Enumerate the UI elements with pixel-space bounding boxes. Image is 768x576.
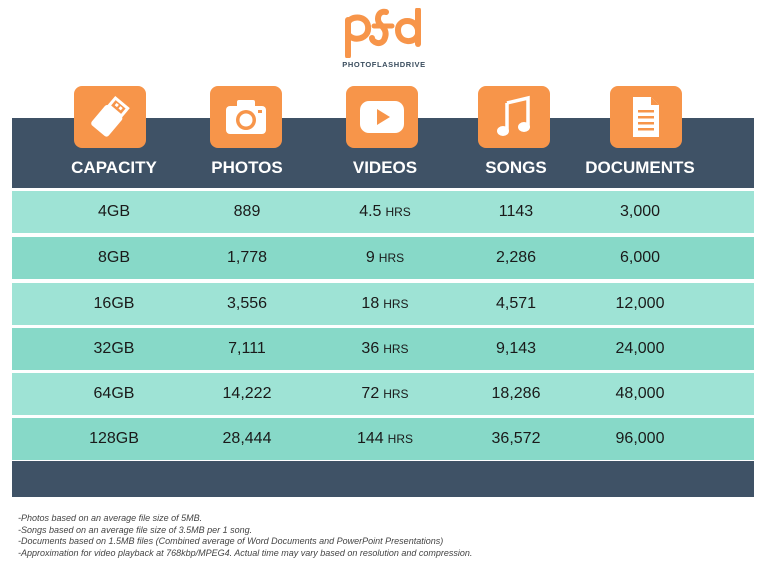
cell-documents: 24,000 [615,340,665,357]
camera-icon [226,100,266,134]
cell-songs: 1143 [498,203,534,220]
photos-icon-box [210,86,282,148]
cell-capacity: 8GB [97,249,130,266]
video-hours: 36 [361,340,380,357]
cell-capacity: 128GB [89,430,139,447]
cell-photos: 28,444 [222,430,272,447]
cell-videos: 18 HRS [315,283,455,325]
video-hours: 9 [365,249,375,266]
table-row: 4GB 889 4.5 HRS 1143 3,000 [12,191,754,233]
table-row: 64GB 14,222 72 HRS 18,286 48,000 [12,373,754,415]
videos-icon-box [346,86,418,148]
cell-songs: 36,572 [491,430,541,447]
cell-songs: 4,571 [495,295,537,312]
table-row: 16GB 3,556 18 HRS 4,571 12,000 [12,283,754,325]
video-hours: 144 [356,430,384,447]
footnotes: -Photos based on an average file size of… [18,513,758,559]
music-note-icon [497,95,530,136]
documents-icon-box [610,86,682,148]
cell-photos: 889 [233,203,261,220]
usb-drive-icon [91,95,130,137]
cell-documents: 6,000 [619,249,661,266]
cell-photos: 1,778 [226,249,268,266]
hrs-unit: HRS [387,432,414,446]
column-header-documents: DOCUMENTS [585,158,695,177]
play-icon [360,101,404,133]
hrs-unit: HRS [383,342,409,356]
column-header-capacity: CAPACITY [71,158,157,177]
cell-songs: 2,286 [495,249,537,266]
psd-logo-mark [345,8,421,58]
cell-capacity: 4GB [97,203,130,220]
video-hours: 72 [361,385,380,402]
document-icon [633,97,659,137]
cell-photos: 14,222 [222,385,272,402]
cell-capacity: 64GB [93,385,135,402]
cell-songs: 9,143 [495,340,537,357]
hrs-unit: HRS [383,387,409,401]
column-header-videos: VIDEOS [352,158,418,177]
cell-documents: 3,000 [619,203,661,220]
cell-photos: 3,556 [226,295,268,312]
footnote-video: -Approximation for video playback at 768… [18,547,473,558]
brand-logo: PHOTOFLASHDRIVE [334,8,434,74]
video-hours: 4.5 [359,203,382,220]
cell-videos: 72 HRS [315,373,455,415]
table-footer-band [12,461,754,497]
table-row: 128GB 28,444 144 HRS 36,572 96,000 [12,418,754,460]
video-hours: 18 [361,295,380,312]
cell-documents: 48,000 [615,385,665,402]
column-header-photos: PHOTOS [211,158,283,177]
cell-capacity: 32GB [93,340,135,357]
songs-icon-box [478,86,550,148]
logo-wordmark: PHOTOFLASHDRIVE [342,60,426,69]
footnote-photos: -Photos based on an average file size of… [18,513,203,523]
cell-songs: 18,286 [491,385,541,402]
cell-photos: 7,111 [228,340,266,357]
footnote-documents: -Documents based on 1.5MB files (Combine… [18,536,444,546]
hrs-unit: HRS [385,205,411,219]
cell-videos: 144 HRS [315,418,455,460]
cell-videos: 4.5 HRS [315,191,455,233]
table-row: 8GB 1,778 9 HRS 2,286 6,000 [12,237,754,279]
hrs-unit: HRS [383,297,409,311]
column-header-songs: SONGS [485,158,547,177]
cell-videos: 36 HRS [315,328,455,370]
cell-documents: 12,000 [615,295,665,312]
footnote-songs: -Songs based on an average file size of … [18,524,253,535]
capacity-icon-box [74,86,146,148]
hrs-unit: HRS [378,251,405,265]
cell-capacity: 16GB [93,295,135,312]
table-row: 32GB 7,111 36 HRS 9,143 24,000 [12,328,754,370]
cell-documents: 96,000 [615,430,665,447]
cell-videos: 9 HRS [315,237,455,279]
